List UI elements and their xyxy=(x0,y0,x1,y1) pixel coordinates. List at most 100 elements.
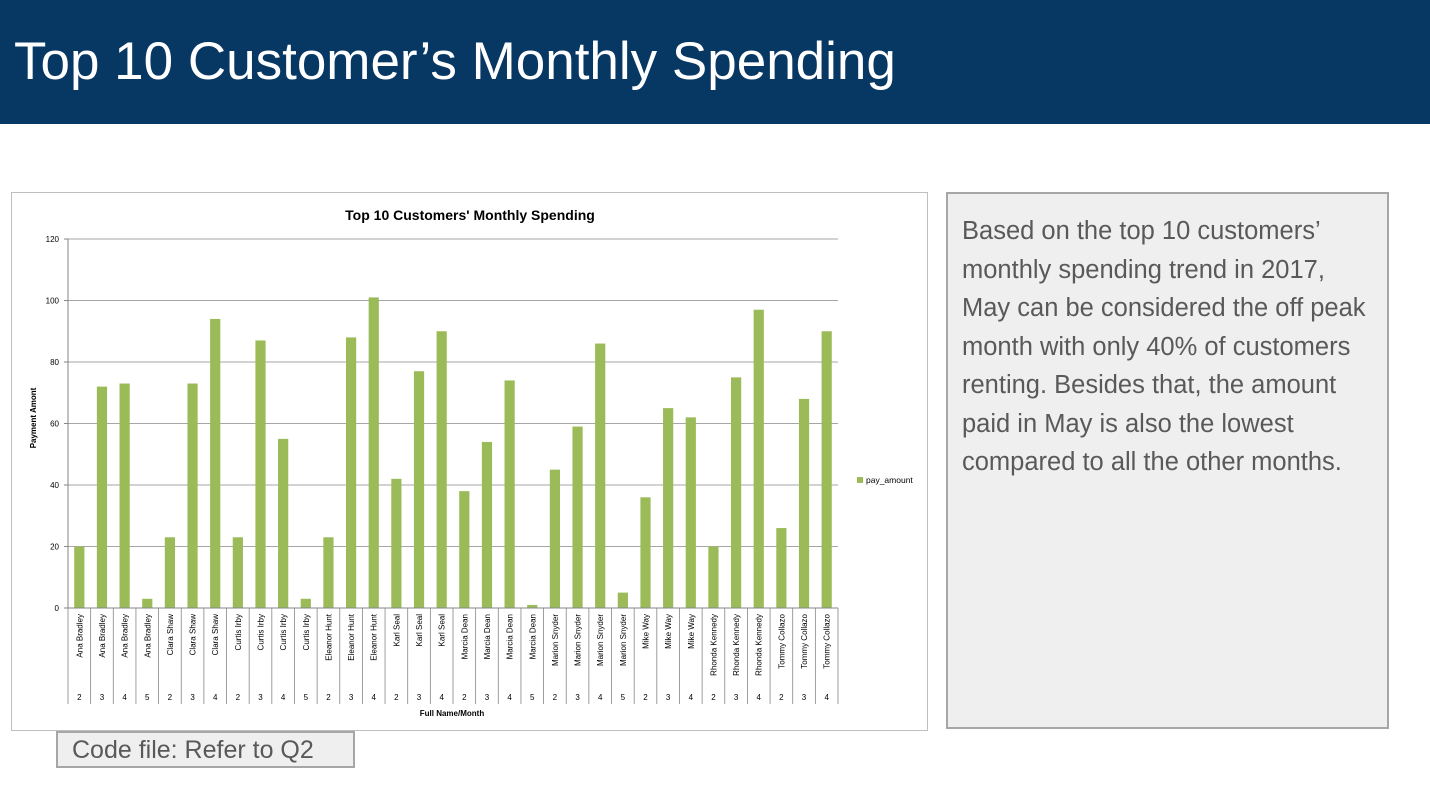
bar xyxy=(663,408,674,608)
x-tick-month: 4 xyxy=(507,693,512,702)
x-tick-month: 3 xyxy=(575,693,580,702)
x-tick-month: 2 xyxy=(553,693,558,702)
x-tick-name: Mike Way xyxy=(664,614,673,649)
x-tick-month: 4 xyxy=(598,693,603,702)
x-tick-name: Ana Bradley xyxy=(121,614,130,658)
bar xyxy=(210,318,221,608)
bar xyxy=(323,537,334,608)
bar xyxy=(255,340,266,608)
code-reference-text: Code file: Refer to Q2 xyxy=(72,736,314,764)
y-tick-label: 0 xyxy=(55,604,60,613)
x-tick-name: Marcia Dean xyxy=(506,614,515,659)
y-axis-label: Payment Amont xyxy=(29,387,38,448)
bar xyxy=(504,380,515,608)
legend: pay_amount xyxy=(857,475,913,485)
x-tick-name: Eleanor Hunt xyxy=(347,613,356,660)
x-tick-name: Rhonda Kennedy xyxy=(732,614,741,676)
bar xyxy=(617,592,628,608)
x-tick-month: 2 xyxy=(711,693,716,702)
x-tick-name: Ana Bradley xyxy=(98,614,107,658)
bar xyxy=(776,528,787,608)
bar xyxy=(798,398,810,608)
x-tick-name: Eleanor Hunt xyxy=(370,613,379,660)
bar xyxy=(300,598,311,608)
x-tick-month: 2 xyxy=(394,693,399,702)
bar xyxy=(278,438,289,608)
insight-box: Based on the top 10 customers’ monthly s… xyxy=(946,192,1389,729)
x-tick-month: 4 xyxy=(122,693,127,702)
x-tick-month: 3 xyxy=(802,693,807,702)
bar xyxy=(685,417,696,608)
x-tick-name: Marcia Dean xyxy=(460,614,469,659)
x-tick-name: Clara Shaw xyxy=(166,614,175,656)
y-tick-label: 120 xyxy=(46,235,60,244)
bar xyxy=(549,469,561,608)
x-tick-month: 2 xyxy=(77,693,82,702)
bar xyxy=(232,537,243,608)
x-tick-month: 3 xyxy=(734,693,739,702)
bar xyxy=(345,337,357,608)
x-tick-month: 3 xyxy=(190,693,195,702)
x-tick-month: 5 xyxy=(530,693,535,702)
x-tick-month: 4 xyxy=(824,693,829,702)
code-reference-box: Code file: Refer to Q2 xyxy=(56,731,355,768)
x-tick-month: 2 xyxy=(779,693,784,702)
x-tick-month: 3 xyxy=(417,693,422,702)
x-tick-month: 4 xyxy=(689,693,694,702)
x-tick-name: Karl Seal xyxy=(438,614,447,647)
x-tick-name: Marion Snyder xyxy=(551,614,560,666)
y-tick-label: 40 xyxy=(50,481,59,490)
x-tick-name: Tommy Collazo xyxy=(777,613,786,668)
x-tick-month: 5 xyxy=(621,693,626,702)
bar xyxy=(527,604,538,608)
x-tick-month: 4 xyxy=(757,693,762,702)
x-tick-month: 4 xyxy=(372,693,377,702)
gridlines xyxy=(68,238,838,547)
bar xyxy=(96,386,108,608)
bar xyxy=(119,383,130,608)
x-tick-month: 2 xyxy=(462,693,467,702)
x-tick-name: Clara Shaw xyxy=(211,614,220,656)
x-tick-name: Marion Snyder xyxy=(596,614,605,666)
x-tick-name: Ana Bradley xyxy=(143,614,152,658)
x-tick-name: Rhonda Kennedy xyxy=(755,614,764,676)
x-tick-month: 3 xyxy=(485,693,490,702)
bar xyxy=(481,441,493,608)
x-tick-name: Marion Snyder xyxy=(619,614,628,666)
insight-text: Based on the top 10 customers’ monthly s… xyxy=(962,217,1366,476)
bar xyxy=(142,598,153,608)
x-tick-month: 5 xyxy=(304,693,309,702)
y-tick-label: 100 xyxy=(46,297,60,306)
x-tick-month: 2 xyxy=(168,693,173,702)
bar xyxy=(164,537,176,608)
bar xyxy=(708,546,719,608)
x-tick-month: 4 xyxy=(439,693,444,702)
bar xyxy=(436,331,447,608)
bar xyxy=(572,426,583,608)
x-tick-month: 3 xyxy=(666,693,671,702)
legend-swatch xyxy=(857,477,863,483)
y-tick-label: 60 xyxy=(50,420,59,429)
bar xyxy=(187,383,198,608)
x-tick-month: 3 xyxy=(100,693,105,702)
x-tick-month: 4 xyxy=(281,693,286,702)
x-tick-name: Mike Way xyxy=(687,614,696,649)
y-axis-ticks: 0 20 40 60 80 100 120 xyxy=(46,235,68,613)
bar-chart: Top 10 Customers' Monthly Spending 02040… xyxy=(29,207,913,718)
x-axis-label: Full Name/Month xyxy=(420,709,485,718)
x-tick-name: Curtis Irby xyxy=(302,614,311,650)
bar xyxy=(459,491,470,608)
bar xyxy=(595,343,606,608)
bar xyxy=(368,297,379,608)
title-banner: Top 10 Customer’s Monthly Spending xyxy=(0,0,1430,124)
y-tick-label: 80 xyxy=(50,358,59,367)
x-tick-name: Clara Shaw xyxy=(189,614,198,656)
bar xyxy=(730,377,742,608)
slide-title: Top 10 Customer’s Monthly Spending xyxy=(14,32,896,91)
bar xyxy=(413,371,425,608)
x-tick-month: 4 xyxy=(213,693,218,702)
x-tick-name: Mike Way xyxy=(642,614,651,649)
bars xyxy=(74,297,832,608)
x-axis-ticks: Ana Bradley 2 Ana Bradley 3 Ana Bradley 4 Ana … xyxy=(67,608,839,704)
x-tick-name: Tommy Collazo xyxy=(823,613,832,668)
